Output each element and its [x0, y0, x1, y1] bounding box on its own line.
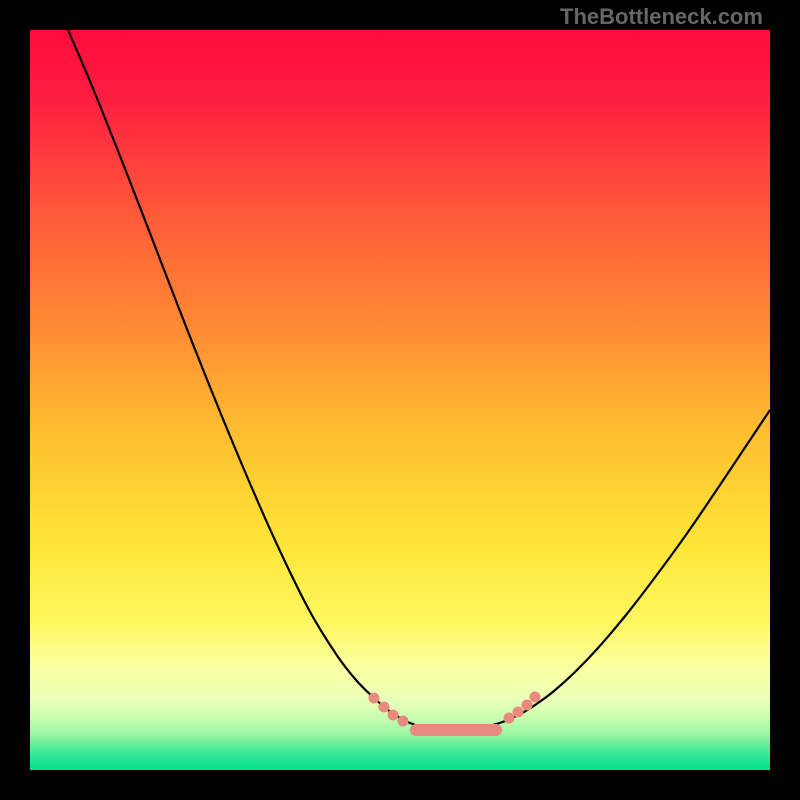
marker-right-3 — [530, 692, 541, 703]
chart-svg — [30, 30, 770, 770]
bottleneck-chart — [30, 30, 770, 770]
marker-right-0 — [504, 713, 515, 724]
watermark-text: TheBottleneck.com — [560, 4, 763, 30]
marker-right-1 — [513, 707, 524, 718]
optimal-band — [410, 724, 502, 736]
marker-left-3 — [398, 716, 409, 727]
marker-left-1 — [379, 702, 390, 713]
gradient-background — [30, 30, 770, 770]
marker-left-2 — [388, 710, 399, 721]
marker-left-0 — [369, 693, 380, 704]
marker-right-2 — [522, 700, 533, 711]
